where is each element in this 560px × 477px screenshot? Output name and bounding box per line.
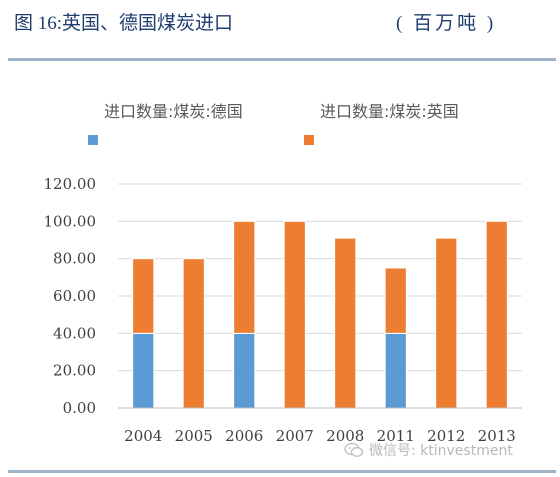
legend-swatch [88,135,98,145]
bar-segment [485,220,508,409]
chart-legend: 进口数量:煤炭:德国 进口数量:煤炭:英国 [88,102,459,145]
bar-segment [384,332,407,409]
x-tick-label: 2006 [225,427,263,445]
x-tick-label: 2004 [124,427,162,445]
figure-unit: ( 百万吨 ) [396,13,497,34]
x-tick-label: 2008 [326,427,364,445]
y-tick-label: 20.00 [53,362,96,380]
legend-label: 进口数量:煤炭:德国 [104,102,243,121]
y-tick-label: 80.00 [53,250,96,268]
y-tick-label: 60.00 [53,287,96,305]
x-tick-label: 2011 [377,427,415,445]
bar-segment [233,220,256,334]
bar-segment [384,267,407,334]
wechat-icon [344,442,364,457]
x-tick-label: 2005 [175,427,213,445]
x-tick-label: 2012 [427,427,465,445]
x-tick-label: 2013 [478,427,516,445]
legend-label: 进口数量:煤炭:英国 [320,102,459,121]
chart-bars [132,220,508,409]
y-tick-label: 120.00 [44,175,97,193]
bar-segment [132,332,155,409]
bottom-divider [8,470,556,473]
bar-segment [233,332,256,409]
figure-title: 图 16:英国、德国煤炭进口 [14,13,234,34]
y-axis: 0.00 20.00 40.00 60.00 80.00 100.00 120.00 [44,175,97,417]
bar-segment [182,258,205,409]
x-axis: 2004 2005 2006 2007 2008 2011 2012 2013 [118,407,522,445]
chart-gridlines [118,183,522,409]
watermark: 微信号: ktinvestment [344,440,513,460]
top-divider [8,58,556,61]
legend-swatch [304,135,314,145]
y-tick-label: 0.00 [63,399,96,417]
bar-segment [435,237,458,409]
y-tick-label: 100.00 [44,212,97,230]
y-tick-label: 40.00 [53,324,96,342]
x-tick-label: 2007 [276,427,314,445]
watermark-text: 微信号: ktinvestment [369,443,513,459]
bar-segment [283,220,306,409]
bar-segment [334,237,357,409]
bar-segment [132,258,155,334]
